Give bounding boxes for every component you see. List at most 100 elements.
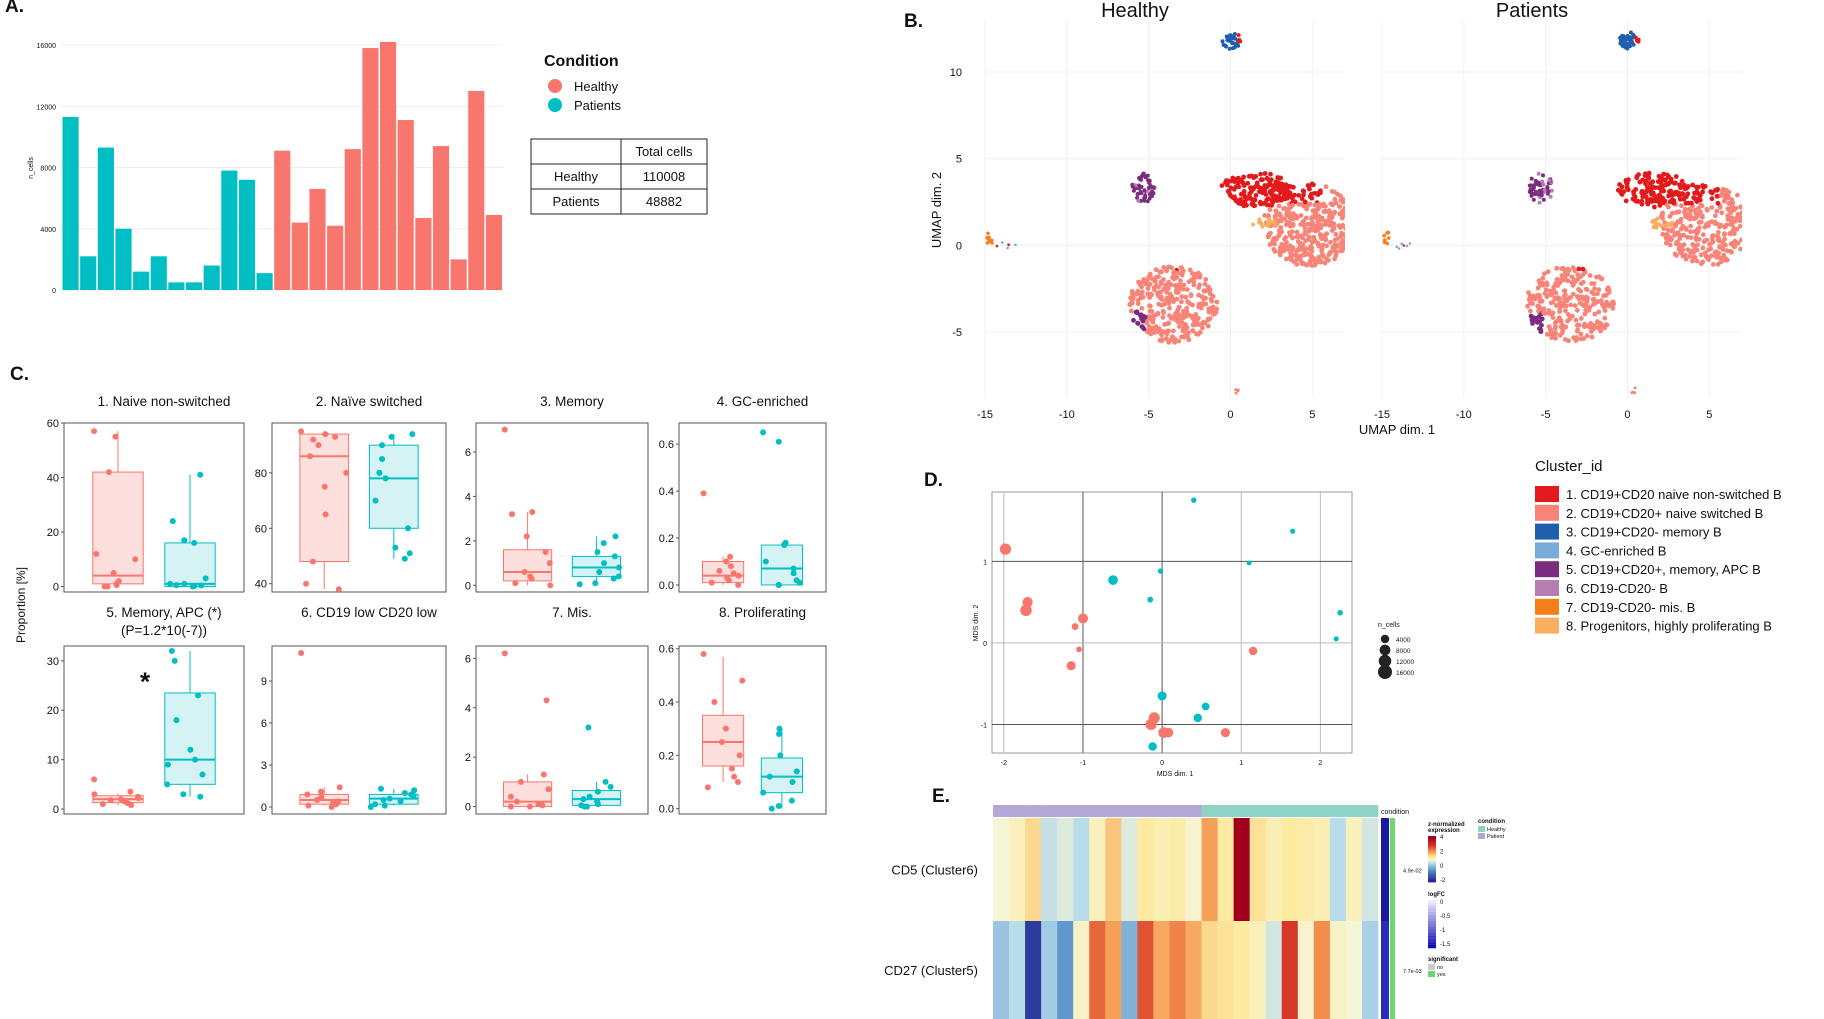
umap-point	[1178, 278, 1183, 284]
box-point	[766, 773, 773, 780]
condition-cell	[1073, 805, 1090, 817]
bar	[238, 179, 256, 290]
umap-point	[1740, 209, 1742, 215]
umap-point	[1649, 199, 1655, 204]
umap-point	[1176, 338, 1182, 344]
umap-point	[1636, 172, 1641, 178]
umap-point	[1318, 225, 1324, 231]
umap-point	[1557, 333, 1563, 338]
umap-point	[1578, 331, 1584, 337]
umap-point	[1268, 171, 1273, 177]
umap-point	[1158, 294, 1164, 300]
umap-point	[1284, 256, 1289, 262]
umap-point	[1162, 322, 1167, 327]
umap-point	[1168, 282, 1174, 288]
umap-point	[1267, 207, 1273, 213]
box-panel-title: 6. CD19 low CD20 low	[301, 605, 437, 620]
mds-point	[1157, 691, 1167, 701]
box-point	[405, 525, 412, 532]
cluster-legend-label: 6. CD19-CD20- B	[1566, 581, 1668, 596]
umap-point	[1315, 222, 1321, 228]
box-point	[700, 490, 707, 497]
box-y-axis-title: Proportion [%]	[14, 567, 28, 643]
cluster-legend-label: 7. CD19-CD20- mis. B	[1566, 600, 1695, 615]
umap-point	[1294, 234, 1300, 240]
zscore-legend-swatch	[1428, 861, 1436, 864]
umap-point	[1622, 39, 1626, 44]
umap-point	[1583, 308, 1589, 314]
umap-point	[1546, 310, 1552, 316]
umap-point	[1545, 269, 1551, 275]
umap-point	[1610, 305, 1616, 311]
umap-point	[1164, 282, 1169, 287]
box-point	[788, 797, 795, 804]
heatmap-cell	[1313, 921, 1331, 1019]
box-point	[199, 771, 206, 778]
umap-point	[1185, 334, 1190, 339]
umap-point	[1684, 194, 1689, 200]
cluster-legend-key	[1535, 486, 1559, 502]
heatmap-cell	[1281, 921, 1299, 1019]
heatmap-cell	[1041, 818, 1058, 921]
umap-point	[1272, 248, 1278, 254]
umap-point	[1307, 201, 1313, 207]
box-panel-title: 4. GC-enriched	[717, 394, 809, 409]
mds-point	[1246, 560, 1252, 566]
umap-point	[1744, 224, 1749, 229]
umap-point	[1340, 238, 1346, 244]
umap-point	[1633, 391, 1637, 395]
umap-point	[1595, 291, 1600, 297]
umap-point	[1288, 250, 1293, 256]
umap-point	[1710, 262, 1716, 267]
umap-point	[1669, 237, 1674, 242]
umap-point	[1298, 233, 1304, 239]
umap-point	[1303, 251, 1309, 257]
bar	[291, 222, 308, 290]
umap-point	[1266, 233, 1271, 239]
umap-point	[1652, 218, 1657, 223]
umap-point	[1175, 282, 1181, 288]
box-panel-title: 1. Naive non-switched	[98, 394, 231, 409]
umap-point	[1139, 316, 1144, 322]
heatmap-cell	[1057, 818, 1074, 921]
umap-point	[1153, 275, 1159, 280]
umap-point	[1706, 257, 1711, 263]
umap-point	[1301, 222, 1307, 228]
umap-point	[1668, 223, 1673, 228]
logfc-cell	[1381, 818, 1389, 921]
box-rect	[164, 692, 216, 785]
heatmap-cell	[1105, 818, 1122, 921]
umap-point	[1744, 211, 1749, 216]
umap-point	[1257, 220, 1262, 225]
umap-point	[1331, 225, 1337, 231]
umap-point	[1729, 206, 1734, 211]
box-point	[376, 469, 383, 476]
umap-point	[1713, 187, 1718, 193]
umap-point	[1329, 215, 1335, 220]
umap-point	[1587, 273, 1593, 278]
condition-cell	[1345, 805, 1363, 817]
umap-point	[1166, 320, 1172, 326]
zscore-legend-title: z-normalized	[1428, 822, 1465, 828]
box-point	[409, 431, 416, 438]
umap-point	[1714, 208, 1720, 214]
umap-point	[1316, 243, 1322, 249]
umap-point	[1189, 270, 1195, 276]
mds-point	[1076, 646, 1082, 653]
umap-point	[1310, 214, 1316, 220]
umap-point	[1387, 236, 1391, 240]
umap-point	[1645, 201, 1651, 207]
box-point	[789, 779, 796, 785]
umap-point	[1303, 215, 1309, 221]
umap-point	[1246, 173, 1252, 179]
umap-point	[1337, 204, 1342, 210]
umap-point	[1568, 295, 1573, 300]
bar	[256, 273, 273, 290]
umap-point	[1152, 278, 1158, 284]
box-point	[775, 581, 782, 588]
condition-cell	[1025, 805, 1042, 817]
umap-point	[1267, 189, 1273, 195]
box-point	[580, 796, 587, 803]
umap-point	[1640, 177, 1645, 183]
umap-y-axis-title: UMAP dim. 2	[929, 172, 944, 248]
